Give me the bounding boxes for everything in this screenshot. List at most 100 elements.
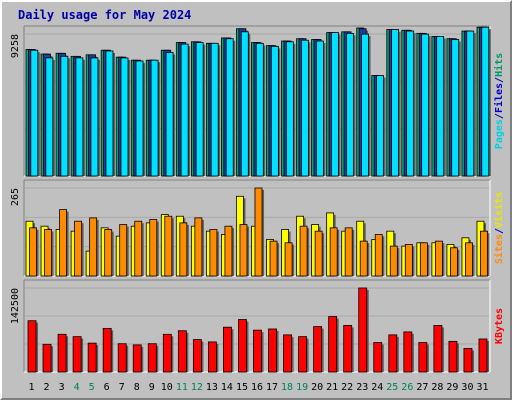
bar-middle-sites-24-body [374,234,383,277]
bar-middle-sites-18 [284,242,295,277]
x-tick-label-18: 18 [281,382,293,393]
bar-bottom-kbytes-20 [313,326,324,373]
bar-bottom-kbytes-8-body [132,344,142,373]
x-tick-label-13: 13 [206,382,218,393]
bar-middle-sites-1 [29,227,39,277]
bar-middle-sites-10-body [164,215,173,277]
panel-middle-axis-label-part-0: Sites [493,234,505,264]
bar-top-pages-24-body [376,75,384,177]
bar-bottom-kbytes-18-body [283,334,292,373]
bar-top-pages-14 [225,38,236,177]
bar-middle-sites-26-body [404,244,413,277]
bar-top-pages-18 [285,41,296,177]
bar-middle-sites-21-body [329,227,338,277]
bar-bottom-kbytes-4-body [72,336,82,373]
bar-bottom-kbytes-31 [478,338,489,373]
bar-top-pages-1 [30,49,40,177]
bar-middle-sites-17-body [269,240,278,277]
bar-middle-sites-22 [344,227,355,277]
panel-top-axis-label-part-3: / [494,77,505,83]
bar-middle-sites-6-body [104,229,113,277]
bar-top-pages-2 [45,57,55,177]
bar-top-pages-30 [466,30,476,177]
panel-bottom-tick-label: 142500 [10,288,21,324]
bar-top-pages-6-body [105,50,114,177]
bar-middle-sites-13-body [209,229,218,277]
bar-top-pages-16 [255,42,266,177]
bar-bottom-kbytes-1-body [27,320,37,373]
bar-top-pages-27-body [421,33,430,177]
bar-top-pages-11-body [180,43,189,177]
panel-top-axis-label-part-0: Pages [494,119,505,149]
bar-middle-sites-2 [44,229,54,277]
bar-top-pages-16-body [255,42,264,177]
bar-middle-sites-25 [389,245,400,277]
bar-top-pages-11 [180,43,191,177]
bar-bottom-kbytes-9-body [147,343,157,373]
bar-bottom-kbytes-6 [102,327,114,373]
bar-bottom-kbytes-16 [253,329,264,373]
bar-middle-sites-23 [359,240,370,277]
bar-bottom-kbytes-9 [147,343,159,373]
bar-top-pages-3-body [60,55,69,177]
bar-bottom-kbytes-14 [223,326,234,373]
bar-bottom-kbytes-15-body [238,319,247,373]
panel-bottom-bars [27,287,489,373]
x-tick-label-9: 9 [149,382,155,393]
panel-middle-tick-label: 265 [10,188,21,206]
x-tick-label-2: 2 [44,382,50,393]
bar-bottom-kbytes-16-body [253,329,262,373]
panel-bottom: 142500 KBytes [10,279,505,373]
bar-middle-sites-2-body [44,229,52,277]
x-tick-label-17: 17 [266,382,278,393]
bar-bottom-kbytes-31-body [478,338,488,373]
bar-middle-sites-25-body [389,245,398,277]
bar-middle-sites-3 [59,209,69,277]
bar-top-pages-26 [406,30,416,177]
bar-top-pages-12-body [195,42,204,177]
bar-bottom-kbytes-29-body [448,340,458,373]
bar-middle-sites-13 [209,229,219,277]
bar-middle-sites-10 [164,215,174,277]
bar-bottom-kbytes-15 [238,319,249,373]
bar-top-pages-25-body [391,29,400,177]
bar-bottom-kbytes-5-body [87,342,97,373]
x-tick-label-12: 12 [191,382,203,393]
bar-middle-sites-9 [149,219,159,277]
bar-top-pages-15 [240,31,251,177]
chart-title: Daily usage for May 2024 [18,8,191,22]
bar-middle-sites-9-body [149,219,158,277]
bar-top-pages-4 [75,57,85,177]
bar-bottom-kbytes-19 [298,336,309,373]
x-tick-label-23: 23 [356,382,368,393]
bar-top-pages-20 [316,40,326,177]
bar-top-pages-6 [105,50,115,177]
bar-top-pages-8 [135,60,146,177]
x-tick-label-22: 22 [341,382,353,393]
bar-middle-sites-7 [119,224,129,277]
bar-top-pages-24 [376,75,386,177]
x-tick-label-19: 19 [296,382,308,393]
bar-bottom-kbytes-13-body [207,341,217,373]
bar-top-pages-3 [60,55,70,177]
bar-top-pages-7 [120,57,131,177]
bar-middle-sites-5-body [89,217,98,277]
bar-top-pages-5-body [90,57,99,177]
panel-middle: 265 Sites/Visits [10,179,505,277]
bar-bottom-kbytes-28-body [433,325,443,373]
bar-middle-sites-15 [239,224,249,277]
bar-middle-sites-4 [74,220,84,277]
bar-top-pages-14-body [225,38,234,177]
x-tick-label-7: 7 [119,382,125,393]
bar-top-pages-9-body [150,59,159,177]
panel-top-axis-label-part-4: Hits [493,53,505,77]
bar-middle-sites-20-body [314,230,323,277]
bar-middle-sites-11 [179,222,189,277]
x-tick-label-6: 6 [104,382,110,393]
bar-top-pages-13 [210,42,221,177]
bar-bottom-kbytes-10 [162,333,174,373]
bar-top-pages-10 [165,52,176,177]
x-tick-label-20: 20 [311,382,323,393]
bar-top-pages-12 [195,42,206,177]
